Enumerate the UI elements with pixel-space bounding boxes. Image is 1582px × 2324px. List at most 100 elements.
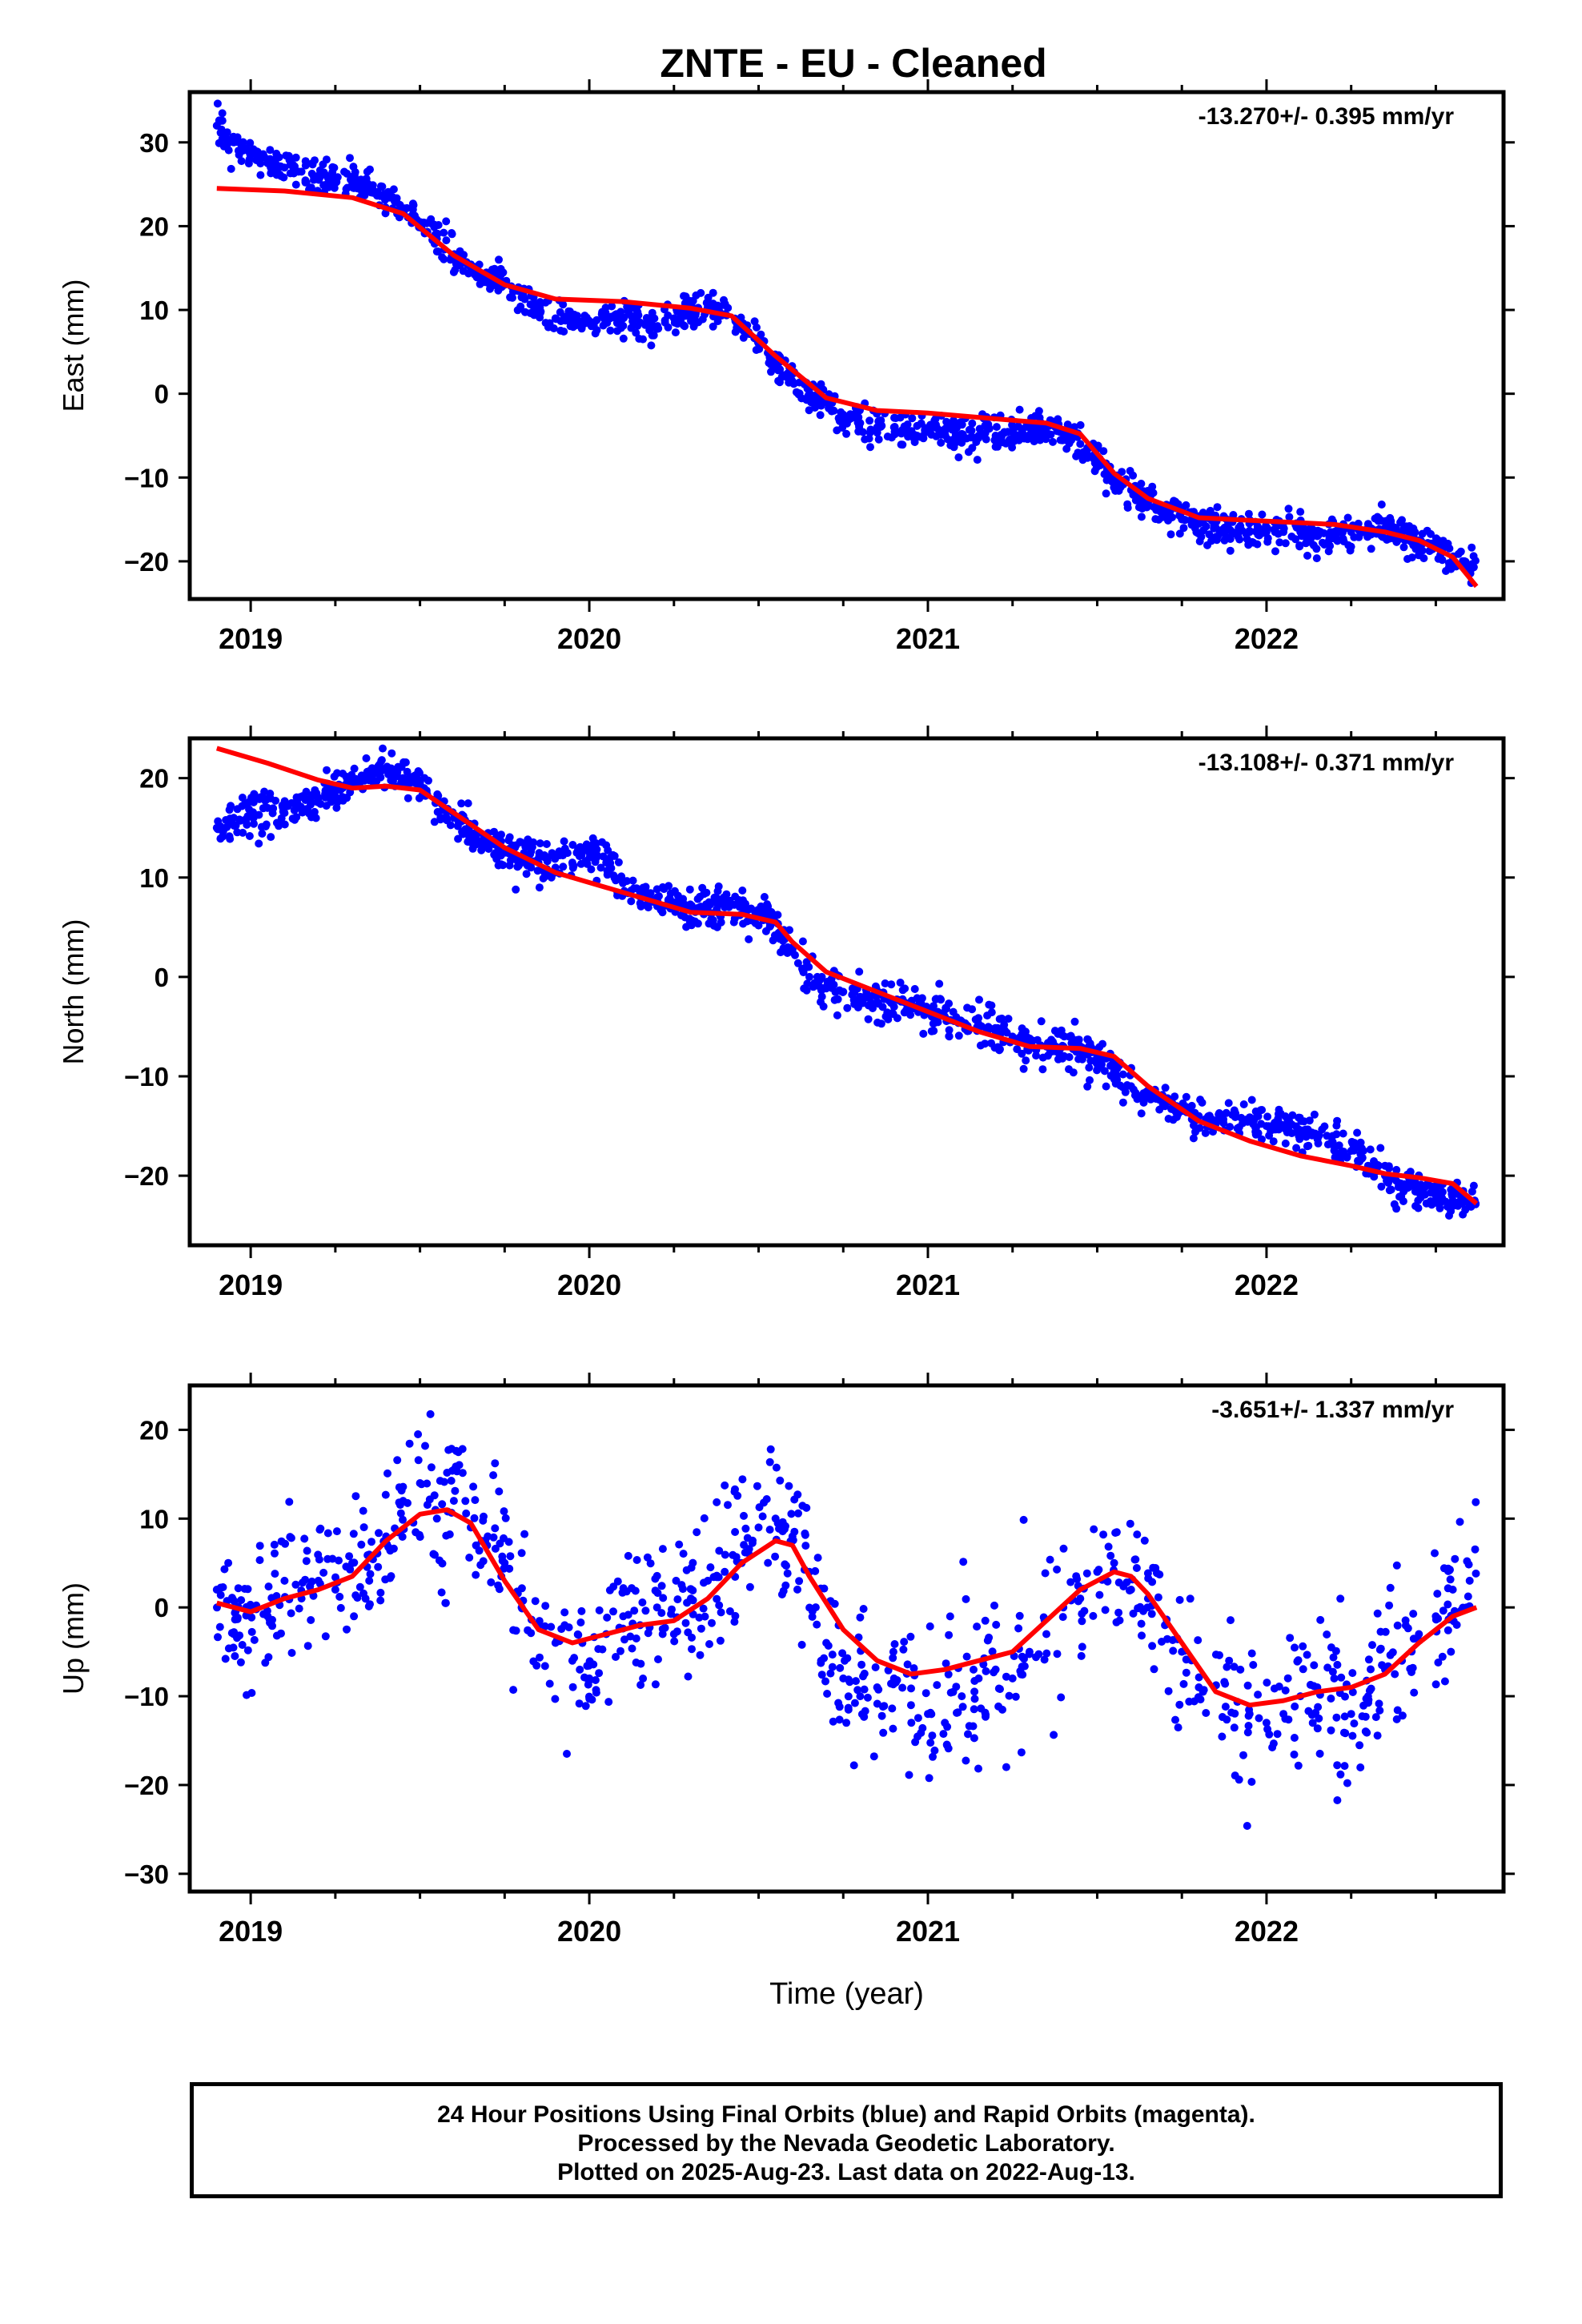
data-point (311, 814, 320, 822)
data-point (458, 1469, 467, 1478)
data-point (272, 1631, 281, 1640)
data-point (932, 432, 941, 440)
data-point (282, 151, 291, 160)
data-point (1409, 525, 1418, 533)
data-point (1381, 1627, 1390, 1636)
data-point (1100, 1067, 1109, 1076)
data-point (271, 796, 280, 805)
data-point (512, 885, 520, 894)
data-point (753, 323, 761, 332)
data-point (1231, 1109, 1240, 1118)
data-point (658, 1545, 667, 1554)
data-point (1034, 1650, 1043, 1659)
data-point (1465, 1576, 1474, 1585)
data-point (887, 980, 896, 989)
x-tick-label: 2022 (1235, 1915, 1299, 1948)
data-point (1143, 1603, 1152, 1612)
data-point (681, 322, 689, 331)
data-point (898, 1683, 907, 1692)
data-point (267, 1594, 276, 1602)
data-point (683, 902, 692, 911)
data-point (1139, 1098, 1148, 1107)
x-tick-label: 2020 (557, 1915, 621, 1948)
data-point (1101, 1606, 1110, 1614)
data-point (327, 790, 336, 799)
data-point (861, 435, 869, 444)
data-point (1434, 1659, 1443, 1667)
data-point (1434, 554, 1443, 563)
data-point (1095, 1590, 1104, 1599)
data-point (501, 1514, 510, 1522)
data-point (696, 1651, 705, 1659)
data-point (1291, 1643, 1299, 1652)
data-point (1284, 1715, 1293, 1724)
data-point (247, 1613, 256, 1622)
data-point (562, 312, 571, 321)
data-point (713, 1498, 721, 1506)
data-point (689, 1586, 697, 1594)
data-point (1330, 1674, 1339, 1683)
data-point (1083, 1035, 1092, 1043)
data-point (1215, 1109, 1223, 1117)
data-point (942, 1003, 950, 1012)
data-point (1323, 1630, 1331, 1638)
data-point (968, 432, 977, 441)
east-scatter-points (212, 99, 1480, 587)
data-point (936, 995, 945, 1003)
data-point (536, 1653, 544, 1662)
data-point (441, 1598, 450, 1607)
data-point (926, 1708, 935, 1717)
data-point (677, 911, 685, 919)
data-point (367, 1538, 375, 1546)
data-point (255, 1556, 264, 1565)
data-point (1121, 1088, 1130, 1096)
data-point (227, 802, 235, 810)
data-point (1447, 1647, 1456, 1656)
data-point (559, 862, 568, 871)
data-point (1469, 552, 1478, 561)
data-point (648, 324, 656, 332)
data-point (608, 313, 616, 322)
data-point (452, 1462, 460, 1471)
data-point (1243, 1681, 1252, 1690)
data-point (376, 1588, 385, 1597)
data-point (1038, 1065, 1047, 1074)
data-point (1058, 436, 1066, 444)
data-point (545, 1679, 554, 1688)
data-point (1410, 1688, 1419, 1697)
data-point (1392, 1165, 1401, 1174)
data-point (1333, 1796, 1342, 1804)
data-point (949, 1007, 958, 1016)
data-point (1393, 1621, 1402, 1630)
data-point (1086, 1056, 1095, 1065)
data-point (411, 211, 419, 220)
data-point (319, 168, 328, 177)
data-point (372, 777, 381, 786)
east-y-axis-label: East (mm) (57, 279, 90, 412)
data-point (389, 185, 398, 194)
data-point (295, 1604, 303, 1613)
data-point (829, 406, 838, 415)
data-point (1214, 532, 1223, 541)
data-point (275, 163, 284, 171)
data-point (970, 1705, 978, 1714)
data-point (237, 1596, 246, 1605)
data-point (889, 1724, 897, 1733)
data-point (345, 778, 354, 786)
data-point (1312, 554, 1321, 563)
data-point (1060, 1032, 1069, 1041)
y-tick-label: −10 (124, 463, 169, 493)
data-point (568, 841, 577, 849)
data-point (970, 1677, 979, 1685)
data-point (1014, 422, 1022, 431)
data-point (1451, 1554, 1460, 1563)
data-point (738, 1475, 747, 1484)
up-scatter-points (212, 1409, 1480, 1830)
data-point (1085, 1063, 1094, 1072)
data-point (1223, 533, 1232, 542)
data-point (1148, 1642, 1157, 1651)
y-tick-label: 20 (139, 211, 169, 241)
data-point (613, 1577, 622, 1586)
data-point (829, 1717, 837, 1726)
data-point (1423, 526, 1431, 535)
